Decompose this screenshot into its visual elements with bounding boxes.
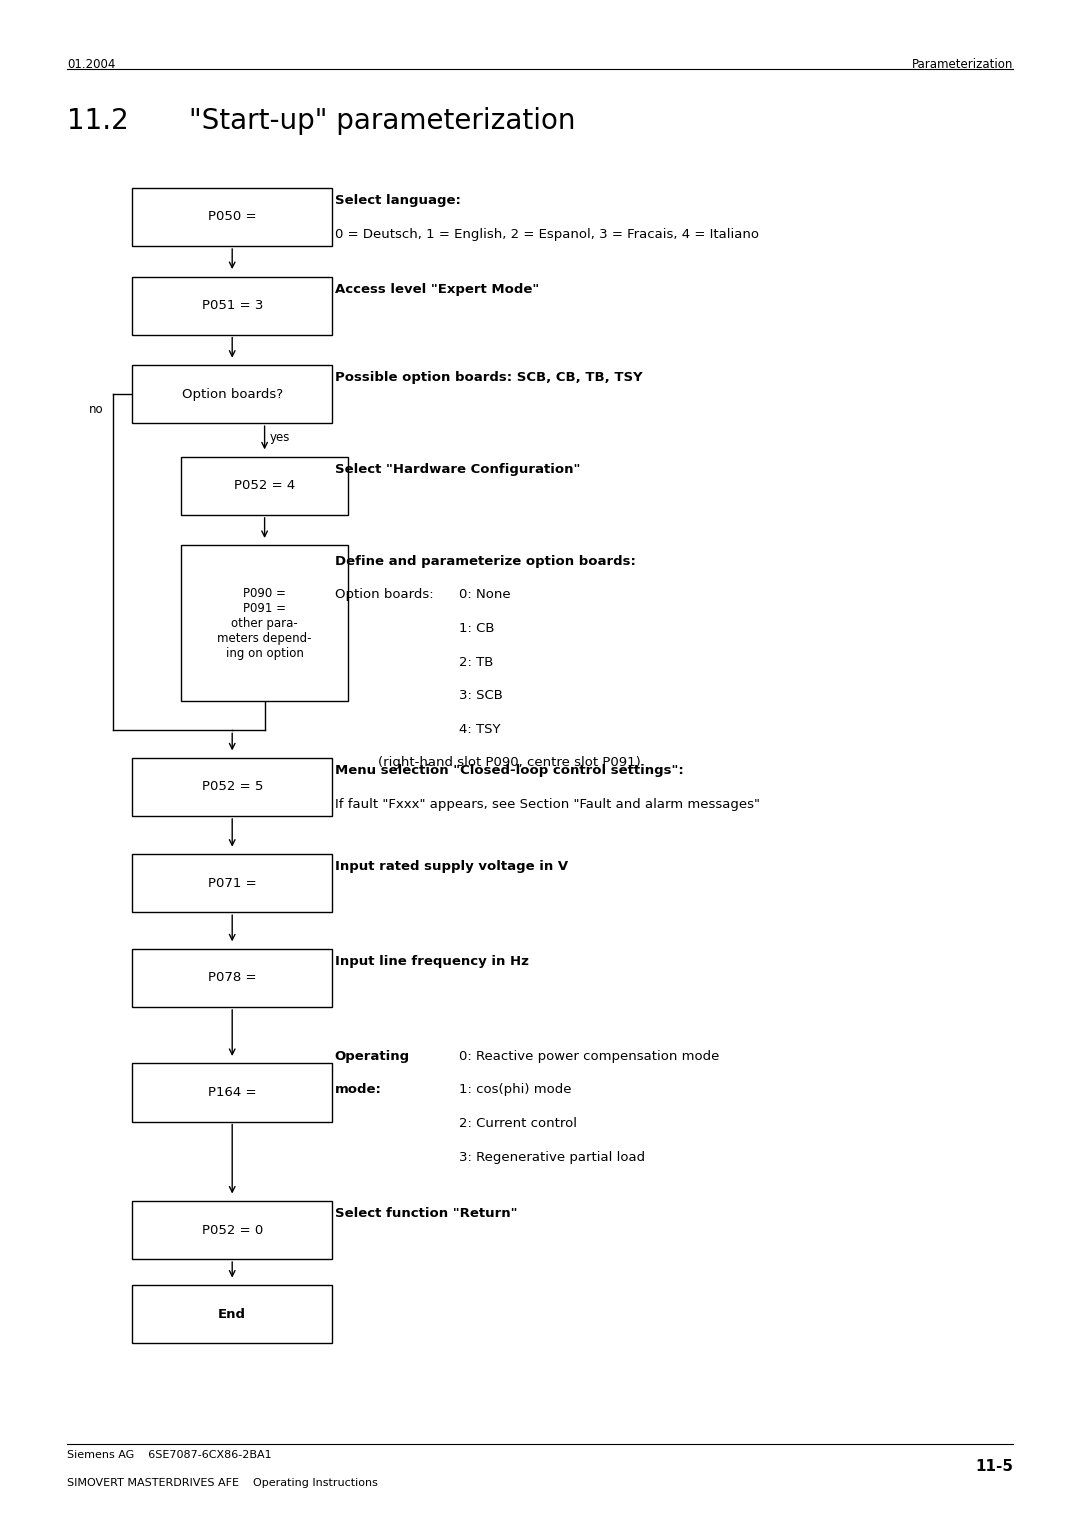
Bar	[133, 1285, 333, 1343]
Text: 11.2: 11.2	[67, 107, 129, 134]
Bar	[133, 854, 333, 912]
Text: no: no	[89, 403, 104, 417]
Text: Possible option boards: SCB, CB, TB, TSY: Possible option boards: SCB, CB, TB, TSY	[335, 371, 643, 385]
Text: Select function "Return": Select function "Return"	[335, 1207, 517, 1221]
Text: P052 = 4: P052 = 4	[234, 480, 295, 492]
Text: Select language:: Select language:	[335, 194, 461, 208]
Bar	[133, 188, 333, 246]
Bar	[133, 1063, 333, 1122]
Text: 1: cos(phi) mode: 1: cos(phi) mode	[459, 1083, 571, 1097]
Text: Parameterization: Parameterization	[912, 58, 1013, 72]
Text: P052 = 0: P052 = 0	[202, 1224, 262, 1236]
Text: P071 =: P071 =	[207, 877, 257, 889]
Text: yes: yes	[270, 431, 291, 445]
Bar	[133, 949, 333, 1007]
Text: Input rated supply voltage in V: Input rated supply voltage in V	[335, 860, 568, 874]
Text: 1: CB: 1: CB	[459, 622, 495, 636]
Text: Define and parameterize option boards:: Define and parameterize option boards:	[335, 555, 636, 568]
Bar	[133, 758, 333, 816]
Text: Siemens AG    6SE7087-6CX86-2BA1: Siemens AG 6SE7087-6CX86-2BA1	[67, 1450, 271, 1461]
Text: P052 = 5: P052 = 5	[202, 781, 262, 793]
Text: 0 = Deutsch, 1 = English, 2 = Espanol, 3 = Fracais, 4 = Italiano: 0 = Deutsch, 1 = English, 2 = Espanol, 3…	[335, 228, 759, 241]
Text: 3: Regenerative partial load: 3: Regenerative partial load	[459, 1151, 645, 1164]
Bar	[133, 365, 333, 423]
Text: P164 =: P164 =	[208, 1086, 256, 1099]
Text: 0: Reactive power compensation mode: 0: Reactive power compensation mode	[459, 1050, 719, 1063]
Text: Menu selection "Closed-loop control settings":: Menu selection "Closed-loop control sett…	[335, 764, 684, 778]
Text: P090 =
P091 =
other para-
meters depend-
ing on option: P090 = P091 = other para- meters depend-…	[217, 587, 312, 660]
Bar	[180, 457, 348, 515]
Text: 11-5: 11-5	[975, 1459, 1013, 1475]
Text: Option boards:: Option boards:	[335, 588, 433, 602]
Text: Input line frequency in Hz: Input line frequency in Hz	[335, 955, 529, 969]
Text: 4: TSY: 4: TSY	[459, 723, 500, 736]
Text: If fault "Fxxx" appears, see Section "Fault and alarm messages": If fault "Fxxx" appears, see Section "Fa…	[335, 798, 760, 811]
Text: "Start-up" parameterization: "Start-up" parameterization	[189, 107, 576, 134]
Text: (right-hand slot P090, centre slot P091): (right-hand slot P090, centre slot P091)	[378, 756, 640, 770]
Bar	[133, 277, 333, 335]
Text: 2: TB: 2: TB	[459, 656, 494, 669]
Text: SIMOVERT MASTERDRIVES AFE    Operating Instructions: SIMOVERT MASTERDRIVES AFE Operating Inst…	[67, 1478, 378, 1488]
Bar	[180, 545, 348, 701]
Text: P078 =: P078 =	[208, 972, 256, 984]
Text: P051 = 3: P051 = 3	[202, 299, 262, 312]
Bar	[133, 1201, 333, 1259]
Text: mode:: mode:	[335, 1083, 381, 1097]
Text: 01.2004: 01.2004	[67, 58, 116, 72]
Text: Select "Hardware Configuration": Select "Hardware Configuration"	[335, 463, 580, 477]
Text: 2: Current control: 2: Current control	[459, 1117, 577, 1131]
Text: 3: SCB: 3: SCB	[459, 689, 503, 703]
Text: Access level "Expert Mode": Access level "Expert Mode"	[335, 283, 539, 296]
Text: Operating: Operating	[335, 1050, 410, 1063]
Text: End: End	[218, 1308, 246, 1320]
Text: P050 =: P050 =	[208, 211, 256, 223]
Text: Option boards?: Option boards?	[181, 388, 283, 400]
Text: 0: None: 0: None	[459, 588, 511, 602]
